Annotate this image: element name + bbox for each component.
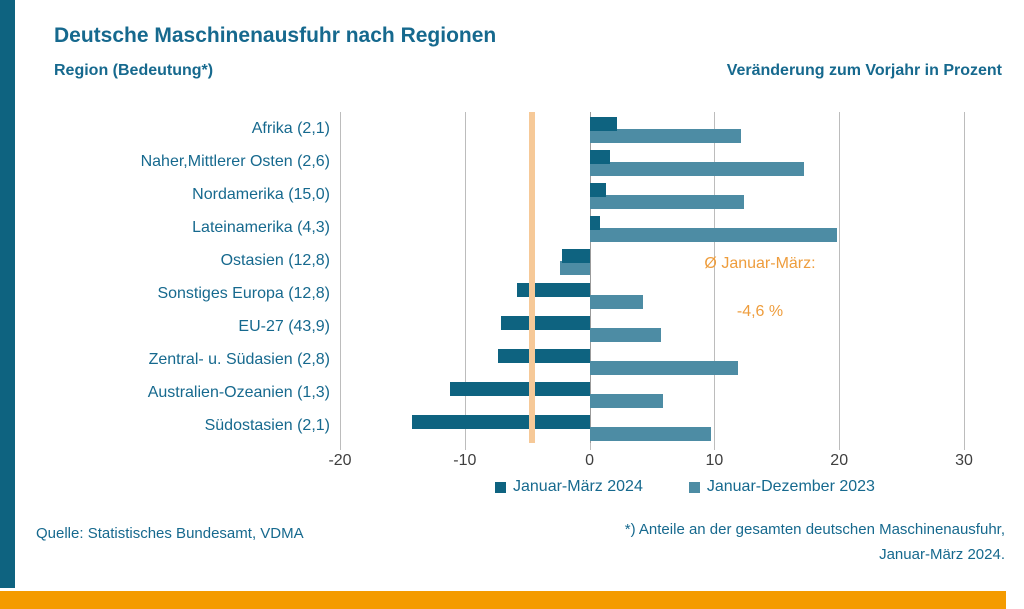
gridline	[839, 112, 841, 443]
category-label: Naher,Mittlerer Osten (2,6)	[140, 152, 330, 170]
gridline	[714, 112, 716, 443]
x-tick-mark	[964, 443, 965, 450]
bar-jan-maerz-2024	[562, 249, 590, 264]
category-label: Ostasien (12,8)	[220, 251, 330, 269]
category-label: Australien-Ozeanien (1,3)	[147, 384, 330, 402]
x-tick-label: 0	[585, 452, 595, 469]
legend-label-jan-dez-2023: Januar-Dezember 2023	[706, 478, 875, 495]
source-text: Quelle: Statistisches Bundesamt, VDMA	[36, 525, 304, 542]
chart-legend: Januar-März 2024 Januar-Dezember 2023	[495, 478, 875, 496]
bar-jan-maerz-2024	[500, 315, 590, 330]
x-tick-label: 20	[830, 452, 849, 469]
gridline	[340, 112, 341, 443]
bar-jan-maerz-2024	[449, 381, 590, 396]
footnote: *) Anteile an der gesamten deutschen Mas…	[625, 517, 1005, 567]
bar-jan-maerz-2024	[589, 117, 618, 131]
average-line	[529, 112, 536, 443]
x-tick-mark	[839, 443, 841, 450]
x-tick-mark	[589, 443, 591, 450]
legend-item-jan-maerz-2024: Januar-März 2024	[495, 478, 643, 496]
bar-jan-maerz-2024	[589, 183, 606, 198]
category-label: Zentral- u. Südasien (2,8)	[148, 351, 330, 369]
page-title: Deutsche Maschinenausfuhr nach Regionen	[54, 24, 497, 47]
average-annotation-label: Ø Januar-März:	[704, 255, 816, 272]
bar-jan-dez-2023	[589, 129, 741, 143]
category-labels: Afrika (2,1) Naher,Mittlerer Osten (2,6) N…	[0, 112, 330, 443]
gridline	[964, 112, 965, 443]
bar-jan-maerz-2024	[589, 150, 610, 165]
left-accent-strip	[0, 0, 15, 588]
average-annotation-value: -4,6 %	[736, 303, 784, 320]
gridline	[464, 112, 466, 443]
legend-item-jan-dez-2023: Januar-Dezember 2023	[688, 478, 875, 496]
x-tick-mark	[714, 443, 716, 450]
category-label: Afrika (2,1)	[251, 119, 330, 137]
gridline	[589, 112, 591, 443]
axis-title-region: Region (Bedeutung*)	[54, 62, 214, 79]
category-label: EU-27 (43,9)	[238, 318, 330, 336]
x-tick-mark	[464, 443, 466, 450]
bar-jan-maerz-2024	[412, 414, 590, 429]
footnote-line1: *) Anteile an der gesamten deutschen Mas…	[624, 521, 1005, 538]
x-tick-label: -10	[453, 452, 477, 469]
category-label: Nordamerika (15,0)	[192, 185, 330, 203]
legend-swatch-jan-maerz-2024	[495, 481, 506, 493]
bar-jan-dez-2023	[589, 195, 745, 210]
category-label: Südostasien (2,1)	[204, 417, 330, 435]
x-tick-label: -20	[328, 452, 352, 469]
average-annotation: Ø Januar-März: -4,6 %	[660, 255, 860, 321]
bar-jan-dez-2023	[589, 162, 805, 177]
bar-jan-dez-2023	[589, 393, 664, 408]
legend-label-jan-maerz-2024: Januar-März 2024	[513, 478, 643, 495]
x-tick-mark	[340, 443, 341, 450]
legend-swatch-jan-dez-2023	[688, 481, 700, 493]
x-tick-label: 10	[705, 452, 724, 469]
bar-jan-maerz-2024	[498, 348, 590, 363]
bar-jan-maerz-2024	[589, 216, 600, 231]
x-tick-label: 30	[955, 452, 973, 469]
bar-jan-dez-2023	[589, 426, 711, 441]
bar-jan-dez-2023	[589, 228, 837, 243]
axis-title-change-percent: Veränderung zum Vorjahr in Prozent	[726, 62, 1002, 79]
bar-jan-dez-2023	[589, 327, 661, 342]
chart-plot-area	[340, 112, 965, 443]
category-label: Sonstiges Europa (12,8)	[157, 285, 330, 303]
bar-jan-maerz-2024	[517, 282, 590, 297]
bottom-accent-bar	[0, 591, 1006, 609]
x-axis: -20 -10 0 10 20 30	[328, 443, 973, 473]
bar-jan-dez-2023	[559, 261, 590, 276]
category-label: Lateinamerika (4,3)	[192, 218, 330, 236]
bar-jan-dez-2023	[589, 360, 739, 375]
footnote-line2: Januar-März 2024.	[879, 546, 1005, 563]
bar-jan-dez-2023	[589, 294, 644, 309]
